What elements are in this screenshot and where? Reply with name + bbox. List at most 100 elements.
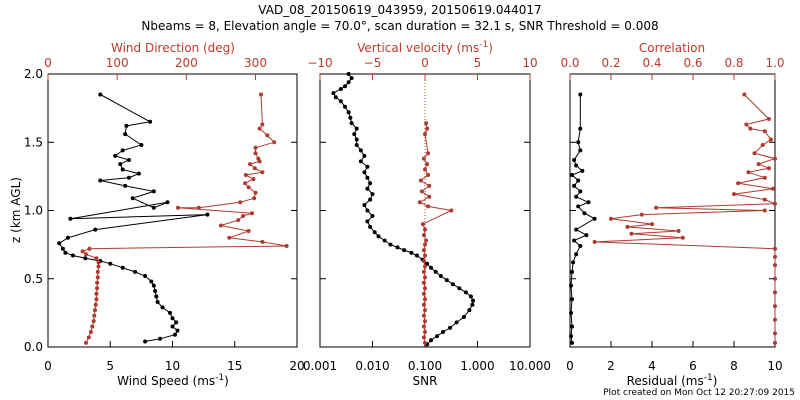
data-point xyxy=(423,275,427,280)
data-point xyxy=(409,250,414,255)
data-point xyxy=(259,92,263,97)
data-point xyxy=(236,218,241,223)
data-point xyxy=(625,224,630,229)
data-point xyxy=(93,302,98,307)
data-point xyxy=(218,223,223,228)
data-point xyxy=(256,156,261,161)
data-point xyxy=(421,313,426,318)
panel-residual: 0 2 4 6 8 10 0.0 0.2 0.4 0.6 0.8 1.0 xyxy=(560,56,784,373)
data-point xyxy=(98,92,103,97)
data-point xyxy=(253,151,258,156)
data-point xyxy=(124,123,129,128)
data-point xyxy=(773,254,777,259)
data-point xyxy=(57,241,62,246)
data-point xyxy=(773,276,777,281)
x-tick-label-top: 0.2 xyxy=(601,56,620,70)
x-tick-label-bottom: 15 xyxy=(227,359,242,373)
data-point xyxy=(426,204,431,209)
data-point xyxy=(123,183,128,188)
data-point xyxy=(580,168,585,173)
data-point xyxy=(444,278,449,283)
middle-xlabel-bottom: SNR xyxy=(413,374,438,388)
data-point xyxy=(576,204,581,209)
data-point xyxy=(95,286,100,291)
data-point xyxy=(572,158,577,162)
x-tick-label-bottom: 10 xyxy=(767,359,782,373)
data-point xyxy=(676,229,681,233)
data-point xyxy=(762,175,767,180)
data-point xyxy=(91,319,96,324)
data-point xyxy=(570,173,574,177)
data-point xyxy=(426,173,431,177)
data-point xyxy=(151,189,156,194)
data-point xyxy=(346,80,351,85)
data-point xyxy=(95,269,100,274)
data-point xyxy=(175,328,180,333)
data-point xyxy=(752,151,757,156)
data-point xyxy=(368,224,373,229)
data-point xyxy=(426,151,431,156)
data-point xyxy=(120,167,125,172)
data-point xyxy=(365,208,370,213)
data-point xyxy=(139,143,144,147)
x-tick-label-top: 0.0 xyxy=(560,56,579,70)
data-point xyxy=(365,219,370,224)
x-tick-label-top: −10 xyxy=(307,56,332,70)
data-point xyxy=(423,319,427,324)
data-point xyxy=(352,132,357,137)
data-point xyxy=(461,315,466,319)
data-point xyxy=(143,339,148,344)
data-point xyxy=(241,214,246,218)
data-point xyxy=(773,331,777,336)
data-point xyxy=(423,227,427,232)
x-tick-label-bottom: 1.000 xyxy=(460,359,494,373)
footer-credit: Plot created on Mon Oct 12 20:27:09 2015 xyxy=(603,388,795,398)
data-point xyxy=(148,119,153,124)
data-point xyxy=(346,110,351,115)
data-point xyxy=(424,238,429,243)
data-point xyxy=(354,137,359,142)
series-line xyxy=(58,94,208,342)
data-point xyxy=(773,201,777,206)
data-point xyxy=(96,264,101,269)
data-point xyxy=(457,286,462,291)
data-point xyxy=(65,235,70,240)
data-point xyxy=(113,153,118,158)
data-point xyxy=(93,227,98,232)
data-point xyxy=(578,244,583,248)
data-point xyxy=(94,291,99,296)
data-point xyxy=(576,140,581,145)
x-tick-label-top: 0.8 xyxy=(724,56,743,70)
data-point xyxy=(773,290,777,295)
data-point xyxy=(93,308,97,313)
data-point xyxy=(576,178,581,183)
data-point xyxy=(130,196,135,201)
data-point xyxy=(143,274,148,278)
data-point xyxy=(421,233,426,238)
data-point xyxy=(95,280,100,285)
data-point xyxy=(768,137,773,142)
data-point xyxy=(570,324,574,329)
data-point xyxy=(253,190,258,195)
data-point xyxy=(569,283,573,288)
data-point xyxy=(650,222,654,227)
data-point xyxy=(165,200,170,205)
x-tick-label-bottom: 20 xyxy=(289,359,304,373)
data-point xyxy=(578,92,583,97)
data-point xyxy=(358,148,363,153)
data-point xyxy=(60,246,65,251)
data-point xyxy=(748,126,753,131)
data-point xyxy=(126,175,131,180)
data-point xyxy=(760,143,765,147)
data-point xyxy=(421,324,426,329)
data-point xyxy=(84,252,88,257)
data-point xyxy=(227,235,232,240)
data-point xyxy=(246,185,251,190)
data-point xyxy=(429,338,433,343)
x-tick-label-top: 100 xyxy=(106,56,129,70)
data-point xyxy=(251,177,256,182)
x-tick-label-bottom: 0.100 xyxy=(408,359,442,373)
data-point xyxy=(362,203,367,207)
data-point xyxy=(173,332,177,337)
data-point xyxy=(450,282,455,287)
